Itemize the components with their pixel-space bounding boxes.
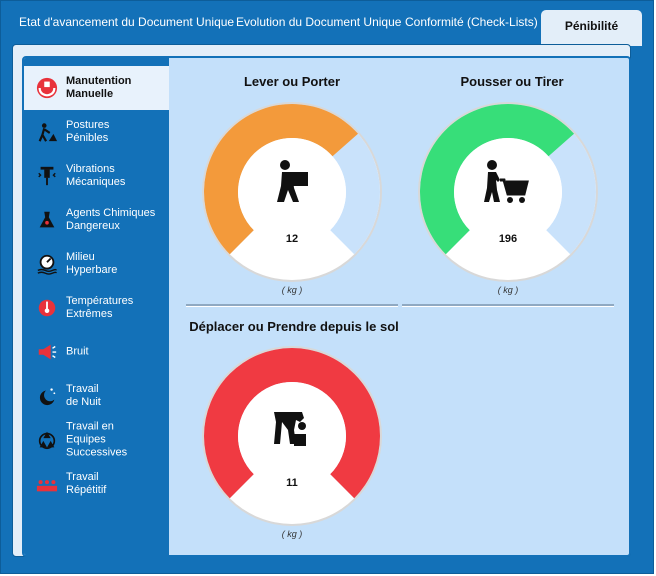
gauge-title-lever-porter: Lever ou Porter — [243, 74, 341, 89]
recycle-icon — [38, 431, 56, 450]
sidebar-item-postures[interactable]: Postures Pénibles — [24, 110, 169, 154]
sidebar-item-label: Postures Pénibles — [66, 119, 110, 144]
sidebar-item-label: Manutention Manuelle — [66, 75, 132, 100]
gauge-unit: ( kg ) — [497, 285, 519, 295]
sidebar-item-agents-chimiques[interactable]: Agents Chimiques Dangereux — [24, 198, 169, 242]
sidebar-item-travail-repetitif[interactable]: Travail Répétitif — [24, 462, 169, 506]
penibilite-panel: Manutention Manuelle Postures Pénibles V… — [22, 56, 631, 557]
repetitive-workers-icon — [36, 480, 58, 492]
gauge-unit: ( kg ) — [281, 529, 303, 539]
sidebar-item-label: Bruit — [66, 345, 89, 358]
megaphone-icon — [38, 344, 57, 360]
tab-etat-avancement[interactable]: Etat d'avancement du Document Unique — [19, 15, 235, 29]
separator — [402, 304, 614, 307]
gauge-value: 11 — [286, 477, 298, 489]
gauge-title-deplacer-prendre: Déplacer ou Prendre depuis le sol — [189, 319, 399, 334]
sidebar-item-vibrations[interactable]: Vibrations Mécaniques — [24, 154, 169, 198]
gauge-lever-porter — [202, 102, 382, 282]
gauge-fill — [204, 104, 359, 255]
gauge-fill — [420, 104, 575, 255]
sidebar-item-label: Milieu Hyperbare — [66, 251, 118, 276]
gauge-value: 12 — [285, 233, 299, 245]
tab-evolution[interactable]: Evolution du Document Unique — [236, 15, 402, 29]
jackhammer-icon — [38, 166, 56, 186]
person-carrying-box-icon — [277, 160, 308, 202]
sidebar-item-manutention[interactable]: Manutention Manuelle — [24, 66, 169, 110]
hands-box-icon — [36, 77, 58, 99]
moon-stars-icon — [39, 388, 56, 406]
separator — [186, 304, 398, 307]
chemical-flask-icon — [39, 211, 55, 228]
sidebar-item-label: Travail Répétitif — [66, 471, 107, 496]
gauge-deplacer-prendre — [202, 346, 382, 526]
person-lifting-from-floor-icon — [274, 412, 306, 446]
sidebar-item-label: Travail de Nuit — [66, 383, 101, 408]
sidebar-item-label: Vibrations Mécaniques — [66, 163, 126, 188]
sidebar-item-bruit[interactable]: Bruit — [24, 330, 169, 374]
sidebar-item-label: Températures Extrêmes — [66, 295, 134, 320]
sidebar-item-label: Travail en Equipes Successives — [66, 420, 128, 459]
pressure-gauge-icon — [37, 254, 57, 275]
sidebar-item-travail-nuit[interactable]: Travail de Nuit — [24, 374, 169, 418]
person-pushing-cart-icon — [484, 160, 529, 203]
tab-penibilite[interactable]: Pénibilité — [541, 10, 642, 46]
gauge-value: 196 — [498, 233, 518, 245]
sidebar-item-milieu-hyperbare[interactable]: Milieu Hyperbare — [24, 242, 169, 286]
gauge-title-pousser-tirer: Pousser ou Tirer — [460, 74, 564, 89]
sidebar-item-equipes-successives[interactable]: Travail en Equipes Successives — [24, 418, 169, 462]
sidebar: Manutention Manuelle Postures Pénibles V… — [24, 58, 169, 555]
gauge-pousser-tirer — [418, 102, 598, 282]
worker-posture-icon — [38, 123, 58, 142]
gauge-fill — [204, 348, 381, 499]
thermometer-icon — [38, 299, 56, 317]
tab-bar: Etat d'avancement du Document Unique Evo… — [1, 1, 655, 46]
sidebar-item-label: Agents Chimiques Dangereux — [66, 207, 156, 232]
gauge-unit: ( kg ) — [281, 285, 303, 295]
sidebar-item-temperatures[interactable]: Températures Extrêmes — [24, 286, 169, 330]
tab-conformite[interactable]: Conformité (Check-Lists) — [405, 15, 538, 29]
